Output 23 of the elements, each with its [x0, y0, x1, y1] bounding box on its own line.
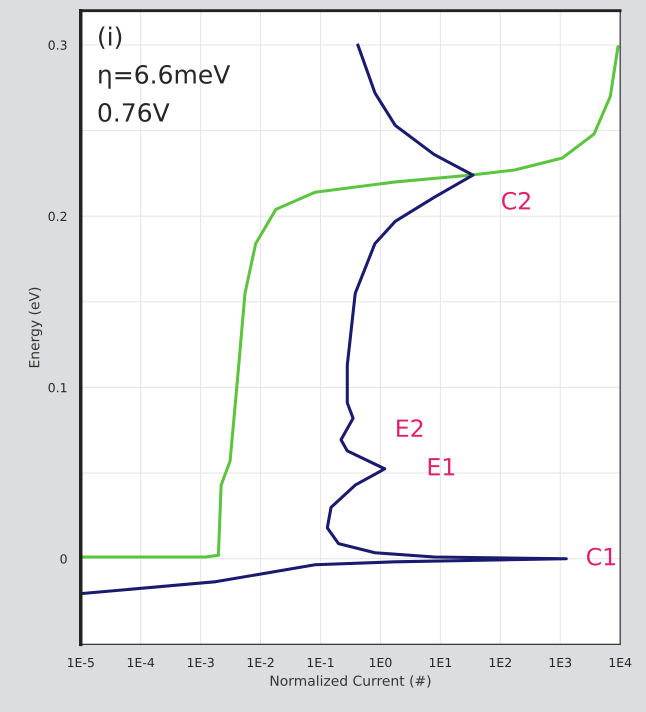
annotation: η=6.6meV [99, 64, 230, 89]
x-tick-label: 1E-3 [188, 658, 214, 668]
x-axis-title: Normalized Current (#) [270, 675, 430, 688]
x-tick-label: 1E3 [550, 658, 572, 668]
x-tick-label: 1E-4 [128, 658, 154, 668]
annotation: (i) [99, 26, 122, 49]
x-tick-label: 1E-1 [308, 658, 334, 668]
x-tick-label: 1E0 [370, 658, 392, 668]
annotation: E1 [428, 458, 454, 476]
annotation: C2 [502, 192, 530, 210]
y-tick-label: 0.1 [48, 382, 66, 392]
x-tick-label: 1E2 [490, 658, 511, 668]
annotation: 0.76V [98, 103, 170, 122]
x-tick-label: 1E-2 [248, 658, 274, 668]
x-tick-label: 1E-5 [68, 658, 94, 668]
y-axis-title: Energy (eV) [28, 288, 42, 368]
x-tick-label: 1E1 [430, 658, 452, 668]
annotation: C1 [587, 548, 616, 566]
y-tick-label: 0 [60, 554, 67, 564]
y-tick-label: 0.3 [48, 40, 67, 50]
annotation: E2 [397, 419, 422, 437]
y-tick-label: 0.2 [48, 212, 66, 222]
x-tick-label: 1E4 [610, 658, 632, 668]
